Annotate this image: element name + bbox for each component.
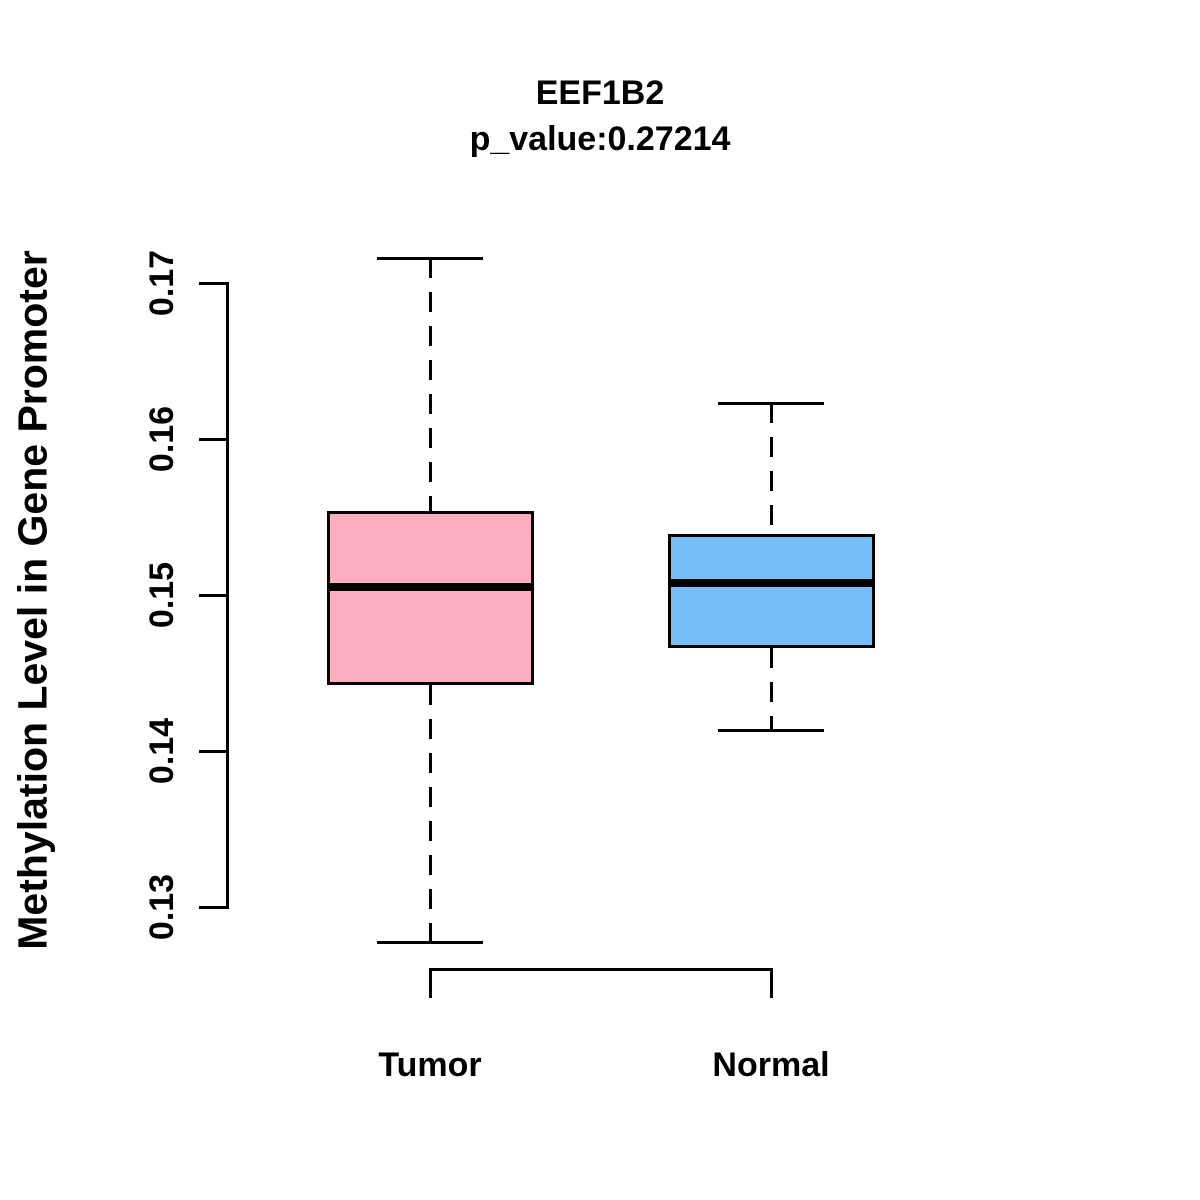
median-line-tumor <box>326 583 534 592</box>
x-axis-tick <box>428 967 432 998</box>
whisker-cap-lower-tumor <box>377 941 483 945</box>
box-normal <box>667 534 875 649</box>
y-axis-tick <box>199 905 229 909</box>
whisker-lower-tumor <box>428 685 432 943</box>
chart-subtitle: p_value:0.27214 <box>469 120 731 158</box>
x-axis-category-label: Tumor <box>378 1046 482 1084</box>
y-axis-tick-label: 0.17 <box>143 249 181 317</box>
y-axis-tick <box>199 749 229 753</box>
whisker-upper-normal <box>769 403 773 535</box>
x-axis-tick <box>769 967 773 998</box>
y-axis-tick-label: 0.15 <box>143 561 181 629</box>
whisker-cap-lower-normal <box>718 729 824 733</box>
y-axis-tick <box>199 437 229 441</box>
whisker-cap-upper-tumor <box>377 256 483 260</box>
median-line-normal <box>667 578 875 587</box>
chart-title: EEF1B2 <box>535 74 665 112</box>
y-axis-tick-label: 0.16 <box>143 405 181 473</box>
whisker-cap-upper-normal <box>718 401 824 405</box>
x-axis-line <box>430 967 771 971</box>
y-axis-tick <box>199 281 229 285</box>
y-axis-tick-label: 0.13 <box>143 873 181 941</box>
y-axis-tick-label: 0.14 <box>143 717 181 785</box>
x-axis-category-label: Normal <box>712 1046 830 1084</box>
whisker-upper-tumor <box>428 258 432 511</box>
box-tumor <box>326 510 534 686</box>
y-axis-tick <box>199 593 229 597</box>
whisker-lower-normal <box>769 648 773 731</box>
